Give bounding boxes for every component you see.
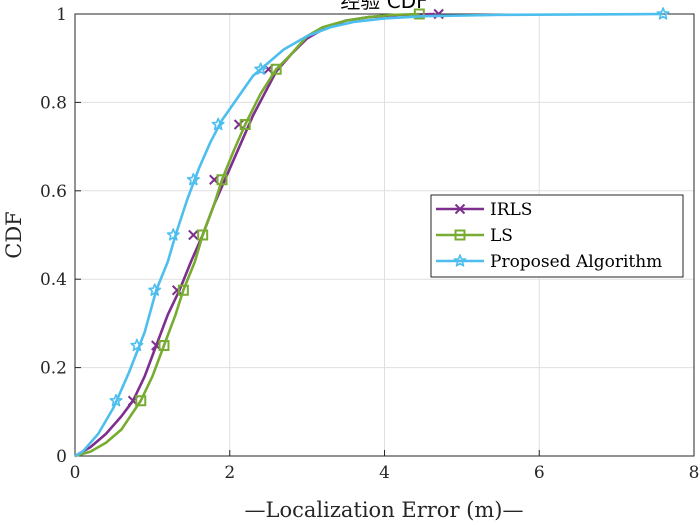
series-marker-shape [239,119,251,130]
series-marker-shape [413,8,425,20]
y-tick-label: 0.6 [40,182,67,202]
x-tick-label: 4 [379,463,390,483]
chart-title: 经验 CDF [340,0,427,13]
series-marker-shape [186,172,200,186]
series-marker [186,172,200,186]
legend-label: Proposed Algorithm [490,252,662,272]
series-2 [74,7,670,458]
series-marker-shape [211,117,225,131]
legend-marker [454,229,466,241]
series-1 [74,8,425,458]
series-marker-shape [148,283,162,296]
series-marker-shape [158,340,170,351]
series-marker [135,395,147,407]
legend-marker-shape [454,229,466,241]
y-tick-label: 0.8 [40,93,67,113]
series-marker [197,229,209,241]
series-marker [130,338,144,352]
series-marker [216,174,228,186]
x-axis-label: —Localization Error (m)— [245,498,524,522]
series-marker [270,63,282,75]
series-marker [239,119,251,130]
series-marker [233,119,245,130]
series-group [74,7,670,458]
series-marker-shape [171,285,183,296]
x-tick-label: 8 [689,463,700,483]
series-marker [148,283,162,296]
x-tick-label: 0 [70,463,81,483]
legend-entries: IRLS LS Proposed Algorithm [436,200,662,272]
legend-entry-1: LS [436,226,513,246]
series-marker-shape [109,393,123,407]
legend-entry-0: IRLS [436,200,532,220]
y-tick-label: 0 [56,447,67,467]
series-marker-shape [188,229,199,241]
series-marker [656,7,670,20]
series-line [74,12,664,458]
series-marker [413,8,425,20]
legend-marker-shape [454,203,466,215]
series-marker-shape [135,395,147,407]
legend-marker-shape [453,254,467,267]
axis-ticks: 0 2 4 6 8 0 0.2 0.4 0.6 0.8 1 [40,5,699,483]
y-axis-label: CDF [2,211,26,258]
series-marker-shape [254,62,268,75]
legend-label: LS [490,226,513,246]
series-marker [254,62,268,75]
x-tick-label: 6 [534,463,545,483]
x-tick-label: 2 [224,463,235,483]
series-marker [166,228,180,241]
series-marker [211,117,225,131]
y-tick-label: 0.2 [40,359,67,379]
series-marker-shape [130,338,144,352]
legend-marker [454,203,466,215]
series-marker-shape [197,229,209,241]
series-marker [171,285,183,296]
series-marker-shape [270,63,282,75]
y-tick-label: 1 [56,5,67,25]
series-marker [158,340,170,351]
series-marker-shape [656,7,670,20]
series-marker-shape [216,174,228,186]
legend-marker [453,254,467,267]
legend: IRLS LS Proposed Algorithm [430,194,684,278]
series-marker-shape [233,119,245,130]
legend-label: IRLS [490,200,532,220]
series-marker-shape [166,228,180,241]
series-marker [188,229,199,241]
series-marker-shape [177,284,189,296]
y-tick-label: 0.4 [40,270,67,290]
legend-entry-2: Proposed Algorithm [436,252,662,272]
series-marker [177,284,189,296]
series-marker [109,393,123,407]
